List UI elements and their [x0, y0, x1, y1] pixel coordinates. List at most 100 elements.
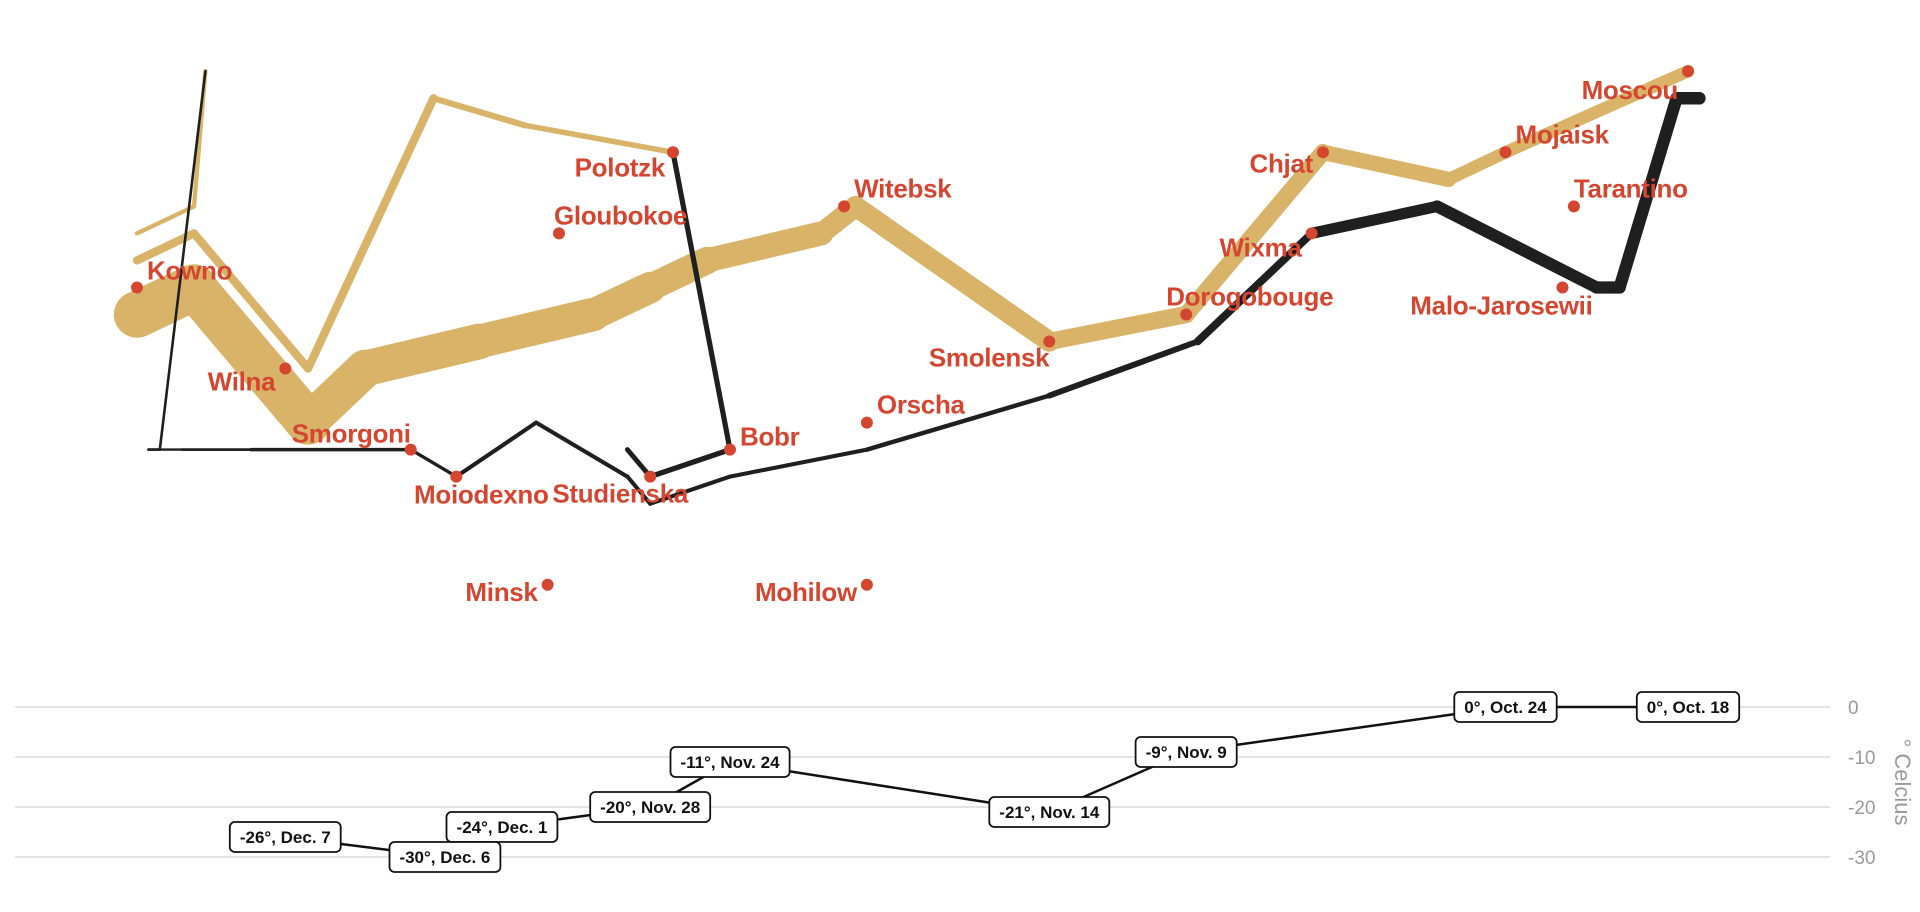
temperature-labels: 0°, Oct. 18 0°, Oct. 24 -9°, Nov. 9 -21°, N…	[228, 691, 1741, 873]
city-label: Mojaisk	[1516, 119, 1610, 149]
city-label: Mohilow	[755, 577, 858, 607]
retreat-segment	[409, 447, 458, 479]
temperature-label-text: -11°, Nov. 24	[680, 753, 780, 772]
advance-branch-2-segment	[134, 204, 197, 236]
city-marker	[644, 470, 657, 483]
advance-segment	[347, 323, 497, 387]
temperature-tick-label: 0	[1848, 698, 1859, 719]
temperature-label: -30°, Dec. 6	[388, 841, 502, 873]
city-label: Witebsk	[854, 173, 952, 203]
temperature-label-text: -26°, Dec. 7	[240, 828, 331, 847]
retreat-segment	[1613, 92, 1683, 294]
retreat-segment	[1046, 338, 1201, 399]
march-map: Kowno Wilna Smorgoni Moiodexno Gloubokoe Mins…	[113, 64, 1706, 607]
city-label: Dorogobouge	[1166, 282, 1333, 312]
city-marker	[1682, 65, 1694, 78]
temperature-label: -21°, Nov. 14	[988, 796, 1111, 828]
city-label: Malo-Jarosewii	[1410, 291, 1592, 321]
advance-branch-segment	[522, 122, 676, 156]
temperature-label-box	[669, 746, 791, 778]
city-marker	[541, 578, 554, 591]
advance-segment	[462, 297, 611, 359]
temperature-label: -24°, Dec. 1	[445, 811, 559, 843]
temperature-tick-labels: 0 -10 -20 -30	[1848, 698, 1875, 869]
city-label: Minsk	[465, 577, 538, 607]
retreat-segment	[727, 447, 869, 479]
city-marker	[860, 416, 873, 429]
advance-segment	[695, 221, 834, 273]
temperature-label: 0°, Oct. 24	[1453, 691, 1558, 723]
retreat-branch-2-segment	[158, 69, 207, 451]
temperature-label: -26°, Dec. 7	[228, 821, 342, 853]
temperature-label-box	[1453, 691, 1558, 723]
retreat-segment	[534, 420, 630, 479]
retreat-segment	[864, 393, 1052, 452]
city-marker	[724, 443, 736, 456]
city-label: Wilna	[208, 367, 276, 397]
temperature-label-text: -21°, Nov. 14	[999, 803, 1100, 822]
city-label: Bobr	[740, 422, 800, 452]
temperature-chart: 0-10-20-30 ° Celcius 0°, Oct. 180°, Oct.…	[15, 691, 1915, 873]
temperature-tick-label: -10	[1848, 748, 1875, 769]
temperature-label-box	[1134, 736, 1238, 768]
advance-paths	[113, 64, 1695, 445]
city-label: Tarantino	[1574, 173, 1688, 203]
retreat-segment	[454, 420, 539, 479]
advance-segment	[1177, 143, 1332, 323]
retreat-segment	[1193, 229, 1316, 346]
retreat-paths	[147, 69, 1706, 506]
advance-segment	[1315, 144, 1457, 188]
retreat-branch-segment	[647, 447, 733, 480]
temperature-label-text: -9°, Nov. 9	[1146, 743, 1227, 762]
city-markers: Kowno Wilna Smorgoni Moiodexno Gloubokoe Mins…	[131, 65, 1694, 607]
temperature-label-box	[1635, 691, 1741, 723]
temperature-label-text: -24°, Dec. 1	[457, 818, 548, 837]
city-marker	[131, 281, 143, 294]
advance-segment	[1040, 305, 1195, 351]
temperature-label-box	[445, 811, 559, 843]
temperature-label-box	[388, 841, 502, 873]
city-label: Moscou	[1582, 75, 1678, 105]
city-label: Chjat	[1249, 148, 1313, 178]
temperature-label-text: -20°, Nov. 28	[600, 798, 700, 817]
city-marker	[279, 362, 292, 375]
retreat-segment	[1305, 200, 1443, 239]
city-marker	[1556, 281, 1569, 294]
temperature-label: -20°, Nov. 28	[589, 791, 712, 823]
city-label: Polotzk	[575, 152, 666, 182]
city-marker	[404, 443, 417, 456]
temperature-label: -11°, Nov. 24	[669, 746, 791, 778]
temperature-label: 0°, Oct. 18	[1635, 691, 1741, 723]
temperature-label-box	[589, 791, 712, 823]
city-marker	[1499, 146, 1512, 159]
city-label: Kowno	[147, 256, 232, 286]
advance-segment	[171, 265, 331, 445]
advance-segment	[845, 196, 1060, 352]
advance-branch-segment	[430, 95, 528, 129]
city-marker	[1305, 227, 1318, 240]
city-marker	[1317, 146, 1329, 159]
city-label: Gloubokoe	[554, 200, 687, 230]
temperature-label-text: -30°, Dec. 6	[399, 848, 490, 867]
city-label: Moiodexno	[414, 480, 549, 510]
temperature-label-box	[988, 796, 1111, 828]
city-marker	[838, 200, 851, 213]
city-marker	[667, 146, 679, 159]
advance-branch-segment	[189, 229, 313, 373]
city-marker	[1567, 200, 1580, 213]
advance-segment	[1499, 64, 1695, 159]
retreat-segment	[1431, 200, 1603, 294]
advance-branch-segment	[303, 94, 438, 373]
temperature-label-box	[228, 821, 342, 853]
temperature-label-text: 0°, Oct. 24	[1464, 698, 1547, 717]
advance-segment	[1442, 146, 1512, 186]
retreat-segment	[648, 474, 733, 506]
city-label: Studienska	[552, 479, 689, 509]
city-marker	[553, 227, 565, 240]
city-label: Smolensk	[929, 343, 1050, 373]
retreat-segment	[625, 474, 653, 506]
city-marker	[450, 470, 463, 483]
temperature-axis-title: ° Celcius	[1890, 738, 1915, 825]
city-marker	[1043, 335, 1056, 348]
